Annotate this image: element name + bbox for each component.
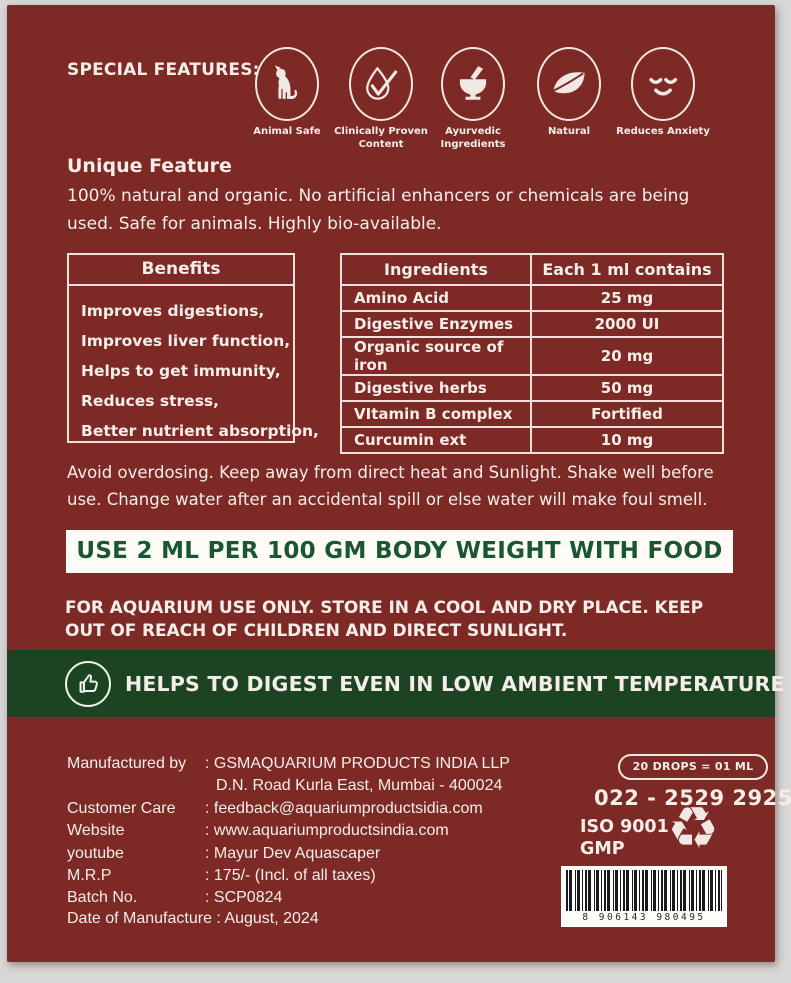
ingredient-name: Curcumin ext	[340, 426, 532, 454]
ingredients-col-header: Ingredients	[340, 253, 532, 286]
table-row: Digestive Enzymes 2000 UI	[340, 310, 724, 338]
ingredient-amount: 25 mg	[530, 284, 724, 312]
info-label: Manufactured by	[67, 755, 187, 772]
green-banner-text: HELPS TO DIGEST EVEN IN LOW AMBIENT TEMP…	[125, 671, 785, 696]
info-value: : SCP0824	[205, 889, 283, 907]
info-label: M.R.P	[67, 867, 112, 885]
feature-ayurvedic: Ayurvedic Ingredients	[421, 47, 525, 151]
ingredient-name: VItamin B complex	[340, 400, 532, 428]
benefit-item: Reduces stress,	[81, 392, 220, 410]
info-label: Batch No.	[67, 889, 138, 907]
ingredient-name: Digestive herbs	[340, 374, 532, 402]
info-label: Website	[67, 822, 125, 840]
thumbs-up-icon	[65, 660, 111, 707]
product-label: SPECIAL FEATURES: Animal Safe Clinically…	[7, 5, 791, 962]
barcode-digits: 8 906143 980495	[582, 912, 706, 923]
feature-animal-safe: Animal Safe	[235, 47, 339, 139]
feature-natural: Natural	[517, 47, 621, 139]
ingredients-table: Ingredients Each 1 ml contains Amino Aci…	[340, 253, 724, 454]
drops-badge: 20 DROPS = 01 ML	[618, 754, 768, 780]
manufacture-date: Date of Manufacture : August, 2024	[67, 910, 319, 927]
table-row: Digestive herbs 50 mg	[340, 374, 724, 402]
ingredient-amount: 10 mg	[530, 426, 724, 454]
info-value: : GSMAQUARIUM PRODUCTS INDIA LLP	[205, 755, 510, 772]
ingredient-amount: 20 mg	[530, 336, 724, 376]
dosage-banner: USE 2 ML PER 100 GM BODY WEIGHT WITH FOO…	[66, 530, 733, 573]
ingredient-amount: Fortified	[530, 400, 724, 428]
info-value: : Mayur Dev Aquascaper	[205, 844, 381, 862]
certifications: ISO 9001 GMP	[580, 816, 669, 860]
calm-face-icon	[631, 47, 695, 121]
feature-label: Ayurvedic Ingredients	[440, 126, 506, 150]
info-label	[67, 775, 205, 797]
iso-text: ISO 9001	[580, 817, 669, 837]
caution-text: Avoid overdosing. Keep away from direct …	[67, 463, 714, 510]
benefit-item: Improves liver function,	[81, 332, 291, 350]
unique-feature-body: 100% natural and organic. No artificial …	[67, 186, 690, 234]
feature-label: Reduces Anxiety	[616, 126, 710, 137]
feature-reduces-anxiety: Reduces Anxiety	[611, 47, 715, 139]
dog-icon	[255, 47, 319, 121]
table-row: Amino Acid 25 mg	[340, 284, 724, 312]
customer-care-phone: 022 - 2529 2925	[594, 786, 791, 810]
special-features-heading: SPECIAL FEATURES:	[67, 60, 260, 80]
ingredient-name: Amino Acid	[340, 284, 532, 312]
unique-feature-heading: Unique Feature	[67, 155, 232, 177]
table-header-row: Ingredients Each 1 ml contains	[340, 253, 724, 286]
feature-label: Natural	[547, 126, 591, 137]
ingredient-name: Organic source of iron	[340, 336, 532, 376]
ingredient-amount: 2000 UI	[530, 310, 724, 338]
barcode: 8 906143 980495	[561, 866, 727, 927]
manufacturer-info: Manufactured by : GSMAQUARIUM PRODUCTS I…	[67, 753, 537, 910]
barcode-bars	[566, 870, 722, 911]
benefit-item: Helps to get immunity,	[81, 362, 281, 380]
benefits-list: Improves digestions, Improves liver func…	[69, 286, 319, 456]
gmp-text: GMP	[580, 839, 625, 859]
feature-clinically-proven: Clinically Proven Content	[329, 47, 433, 151]
info-value: : www.aquariumproductsindia.com	[205, 822, 449, 840]
recycle-icon: ♻	[667, 794, 719, 862]
info-label: Customer Care	[67, 799, 176, 817]
droplet-check-icon	[349, 47, 413, 121]
info-value: : feedback@aquariumproductsidia.com	[205, 799, 483, 817]
info-value: D.N. Road Kurla East, Mumbai - 400024	[216, 777, 503, 795]
storage-note: FOR AQUARIUM USE ONLY. STORE IN A COOL A…	[65, 598, 703, 641]
table-row: Curcumin ext 10 mg	[340, 426, 724, 454]
ingredient-amount: 50 mg	[530, 374, 724, 402]
mortar-pestle-icon	[441, 47, 505, 121]
benefit-item: Improves digestions,	[81, 302, 265, 320]
ingredient-name: Digestive Enzymes	[340, 310, 532, 338]
contains-col-header: Each 1 ml contains	[530, 253, 724, 286]
benefits-table: Benefits Improves digestions, Improves l…	[67, 253, 319, 443]
leaf-icon	[537, 47, 601, 121]
table-row: VItamin B complex Fortified	[340, 400, 724, 428]
table-row: Organic source of iron 20 mg	[340, 336, 724, 376]
feature-label: Animal Safe	[253, 126, 321, 137]
info-label: youtube	[67, 844, 124, 862]
info-value: : 175/- (Incl. of all taxes)	[205, 867, 376, 885]
benefit-item: Better nutrient absorption,	[81, 422, 319, 440]
green-banner: HELPS TO DIGEST EVEN IN LOW AMBIENT TEMP…	[7, 650, 785, 717]
feature-label: Clinically Proven Content	[334, 126, 428, 150]
benefits-header: Benefits	[69, 255, 293, 286]
